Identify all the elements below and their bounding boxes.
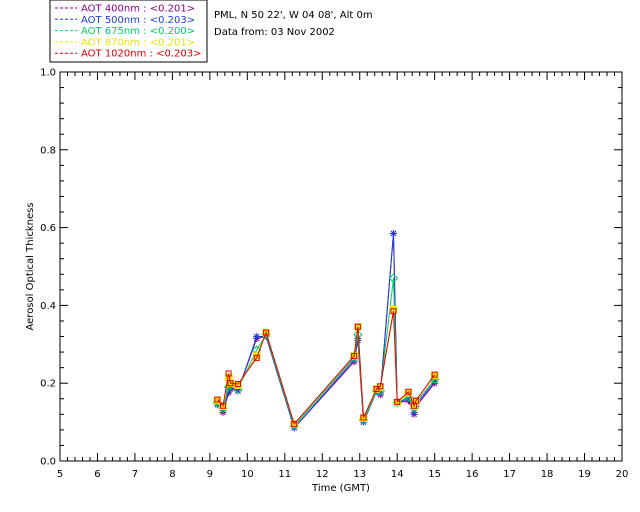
- legend-label: AOT 500nm : <0.203>: [81, 15, 195, 26]
- date-info-text: Data from: 03 Nov 2002: [214, 27, 335, 38]
- x-tick-label: 10: [241, 469, 254, 480]
- legend-label: AOT 675nm : <0.200>: [81, 26, 195, 37]
- data-point: [253, 354, 260, 361]
- series-3: [212, 273, 440, 431]
- data-point: [388, 273, 399, 283]
- site-info-text: PML, N 50 22', W 04 08', Alt 0m: [214, 10, 373, 21]
- x-tick-label: 20: [616, 469, 629, 480]
- x-tick-label: 14: [391, 469, 404, 480]
- y-tick-label: 0.8: [40, 145, 56, 156]
- data-point: [291, 421, 298, 428]
- x-axis-label: Time (GMT): [311, 483, 370, 494]
- x-tick-label: 18: [541, 469, 554, 480]
- data-point: [431, 371, 438, 378]
- data-point: [405, 388, 412, 395]
- data-point: [412, 397, 419, 404]
- data-point: [394, 398, 401, 405]
- series-line: [217, 278, 436, 428]
- series-layer: [212, 229, 440, 432]
- data-point: [219, 402, 226, 409]
- data-point: [214, 396, 221, 403]
- series-1: [213, 229, 439, 432]
- x-tick-label: 16: [466, 469, 479, 480]
- legend-label: AOT 400nm : <0.201>: [81, 4, 195, 15]
- x-tick-label: 5: [57, 469, 63, 480]
- data-point: [389, 229, 397, 237]
- data-point-stroke: [390, 230, 397, 237]
- x-tick-label: 19: [578, 469, 591, 480]
- data-point-stroke: [431, 378, 438, 385]
- x-tick-label: 6: [94, 469, 100, 480]
- legend-label: AOT 870nm : <0.201>: [81, 37, 195, 48]
- data-point: [227, 380, 234, 387]
- x-tick-label: 11: [278, 469, 291, 480]
- x-tick-label: 15: [428, 469, 441, 480]
- data-point: [252, 352, 261, 360]
- y-tick-label: 0.4: [40, 301, 56, 312]
- y-tick-label: 0.2: [40, 379, 56, 390]
- data-point-stroke: [253, 333, 260, 340]
- series-5: [214, 308, 438, 428]
- data-point: [253, 333, 261, 341]
- data-point: [377, 383, 384, 390]
- x-tick-label: 8: [169, 469, 175, 480]
- legend: AOT 400nm : <0.201>AOT 500nm : <0.203>AO…: [49, 0, 208, 63]
- data-point: [351, 352, 358, 359]
- x-tick-label: 17: [503, 469, 516, 480]
- legend-label: AOT 1020nm : <0.203>: [81, 49, 201, 60]
- y-tick-label: 0.0: [40, 457, 56, 468]
- x-tick-label: 12: [316, 469, 329, 480]
- data-point: [360, 414, 367, 421]
- y-tick-label: 1.0: [40, 68, 56, 79]
- y-axis-label: Aerosol Optical Thickness: [25, 202, 36, 330]
- x-tick-label: 7: [132, 469, 138, 480]
- x-tick-label: 9: [207, 469, 213, 480]
- series-line: [217, 311, 436, 426]
- y-tick-label: 0.6: [40, 223, 56, 234]
- x-tick-label: 13: [353, 469, 366, 480]
- data-point: [353, 329, 363, 340]
- data-point: [390, 308, 397, 315]
- series-4: [213, 305, 439, 428]
- axes: 5 6 7 8 9 10 11 12 13 14 15 16 17 18 19 20 0.0 0.2 0.4 0.6 0…: [40, 68, 628, 481]
- data-point: [263, 329, 270, 336]
- data-point-stroke: [235, 388, 241, 394]
- data-point-stroke: [377, 390, 384, 396]
- plot-frame: [59, 71, 623, 462]
- data-point: [225, 370, 232, 377]
- data-point: [354, 323, 361, 330]
- data-point: [234, 380, 241, 387]
